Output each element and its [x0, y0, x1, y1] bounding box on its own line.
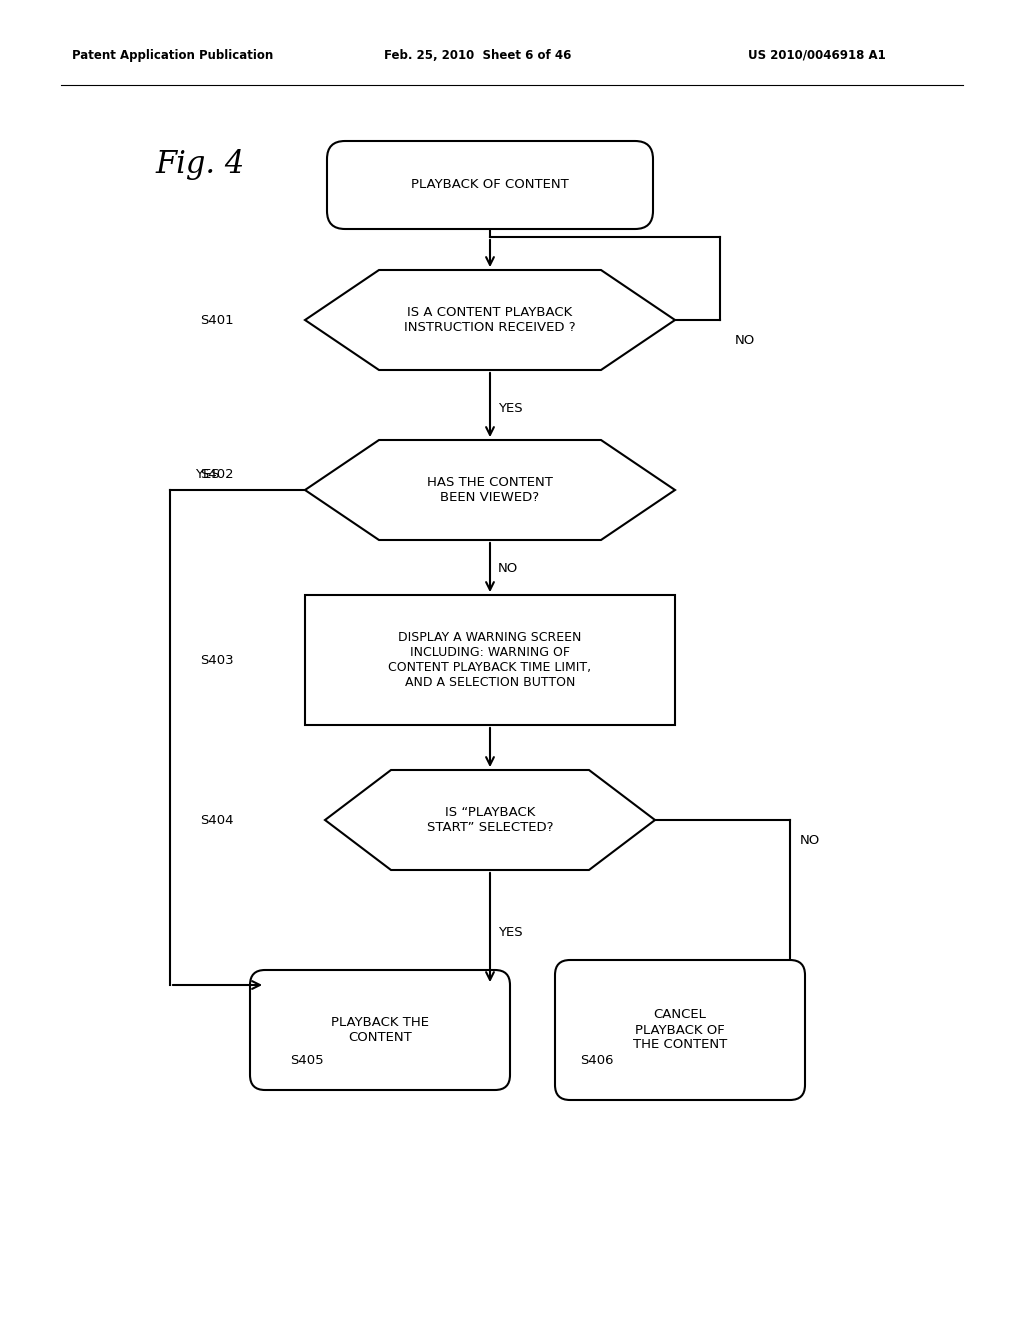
- Text: IS A CONTENT PLAYBACK
INSTRUCTION RECEIVED ?: IS A CONTENT PLAYBACK INSTRUCTION RECEIV…: [404, 306, 575, 334]
- Text: Feb. 25, 2010  Sheet 6 of 46: Feb. 25, 2010 Sheet 6 of 46: [384, 49, 571, 62]
- Text: S404: S404: [200, 813, 233, 826]
- Text: S403: S403: [200, 653, 233, 667]
- Text: Fig. 4: Fig. 4: [155, 149, 245, 181]
- Text: YES: YES: [498, 925, 522, 939]
- Text: IS “PLAYBACK
START” SELECTED?: IS “PLAYBACK START” SELECTED?: [427, 807, 553, 834]
- FancyBboxPatch shape: [555, 960, 805, 1100]
- Text: PLAYBACK OF CONTENT: PLAYBACK OF CONTENT: [411, 178, 569, 191]
- Text: S406: S406: [580, 1053, 613, 1067]
- Text: HAS THE CONTENT
BEEN VIEWED?: HAS THE CONTENT BEEN VIEWED?: [427, 477, 553, 504]
- Text: NO: NO: [800, 833, 820, 846]
- Text: NO: NO: [735, 334, 756, 346]
- Text: DISPLAY A WARNING SCREEN
INCLUDING: WARNING OF
CONTENT PLAYBACK TIME LIMIT,
AND : DISPLAY A WARNING SCREEN INCLUDING: WARN…: [388, 631, 592, 689]
- FancyBboxPatch shape: [327, 141, 653, 228]
- Text: NO: NO: [498, 561, 518, 574]
- Text: S402: S402: [200, 469, 233, 482]
- Polygon shape: [305, 440, 675, 540]
- Text: YES: YES: [195, 469, 219, 482]
- Text: S401: S401: [200, 314, 233, 326]
- Text: Patent Application Publication: Patent Application Publication: [72, 49, 273, 62]
- Text: PLAYBACK THE
CONTENT: PLAYBACK THE CONTENT: [331, 1016, 429, 1044]
- Text: YES: YES: [498, 401, 522, 414]
- FancyBboxPatch shape: [250, 970, 510, 1090]
- Text: US 2010/0046918 A1: US 2010/0046918 A1: [748, 49, 886, 62]
- Text: S405: S405: [290, 1053, 324, 1067]
- Polygon shape: [305, 271, 675, 370]
- Bar: [305, 595, 675, 725]
- Polygon shape: [325, 770, 655, 870]
- Text: CANCEL
PLAYBACK OF
THE CONTENT: CANCEL PLAYBACK OF THE CONTENT: [633, 1008, 727, 1052]
